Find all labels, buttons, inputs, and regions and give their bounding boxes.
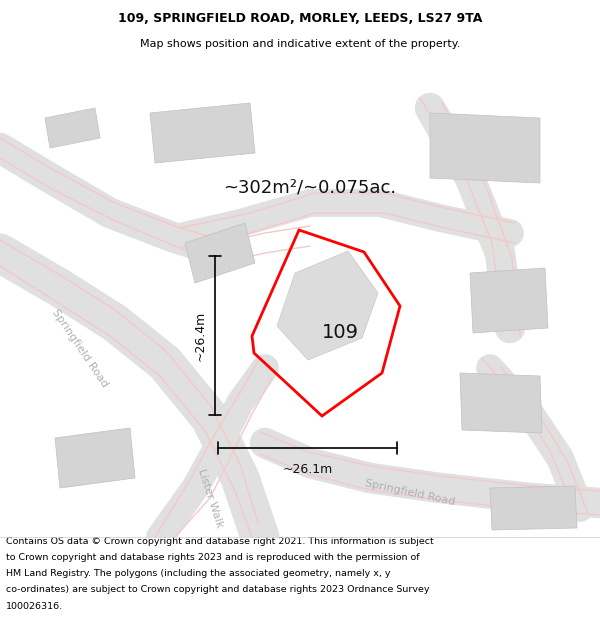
Text: 109: 109 (322, 324, 359, 342)
Polygon shape (185, 223, 255, 283)
Text: Springfield Road: Springfield Road (364, 479, 456, 508)
Polygon shape (460, 373, 542, 433)
Text: ~26.4m: ~26.4m (194, 311, 207, 361)
Polygon shape (55, 428, 135, 488)
Text: 109, SPRINGFIELD ROAD, MORLEY, LEEDS, LS27 9TA: 109, SPRINGFIELD ROAD, MORLEY, LEEDS, LS… (118, 12, 482, 24)
Text: co-ordinates) are subject to Crown copyright and database rights 2023 Ordnance S: co-ordinates) are subject to Crown copyr… (6, 586, 430, 594)
Text: HM Land Registry. The polygons (including the associated geometry, namely x, y: HM Land Registry. The polygons (includin… (6, 569, 391, 578)
Polygon shape (470, 268, 548, 333)
Text: Springfield Road: Springfield Road (50, 307, 110, 389)
Polygon shape (277, 251, 378, 360)
Text: ~26.1m: ~26.1m (283, 463, 332, 476)
Polygon shape (150, 103, 255, 163)
Polygon shape (45, 108, 100, 148)
Text: to Crown copyright and database rights 2023 and is reproduced with the permissio: to Crown copyright and database rights 2… (6, 552, 419, 562)
Text: ~302m²/~0.075ac.: ~302m²/~0.075ac. (223, 179, 397, 197)
Text: Map shows position and indicative extent of the property.: Map shows position and indicative extent… (140, 39, 460, 49)
Text: Contains OS data © Crown copyright and database right 2021. This information is : Contains OS data © Crown copyright and d… (6, 536, 434, 546)
Polygon shape (490, 486, 577, 530)
Text: Lister Walk: Lister Walk (196, 468, 224, 529)
Text: 100026316.: 100026316. (6, 602, 63, 611)
Polygon shape (430, 113, 540, 183)
